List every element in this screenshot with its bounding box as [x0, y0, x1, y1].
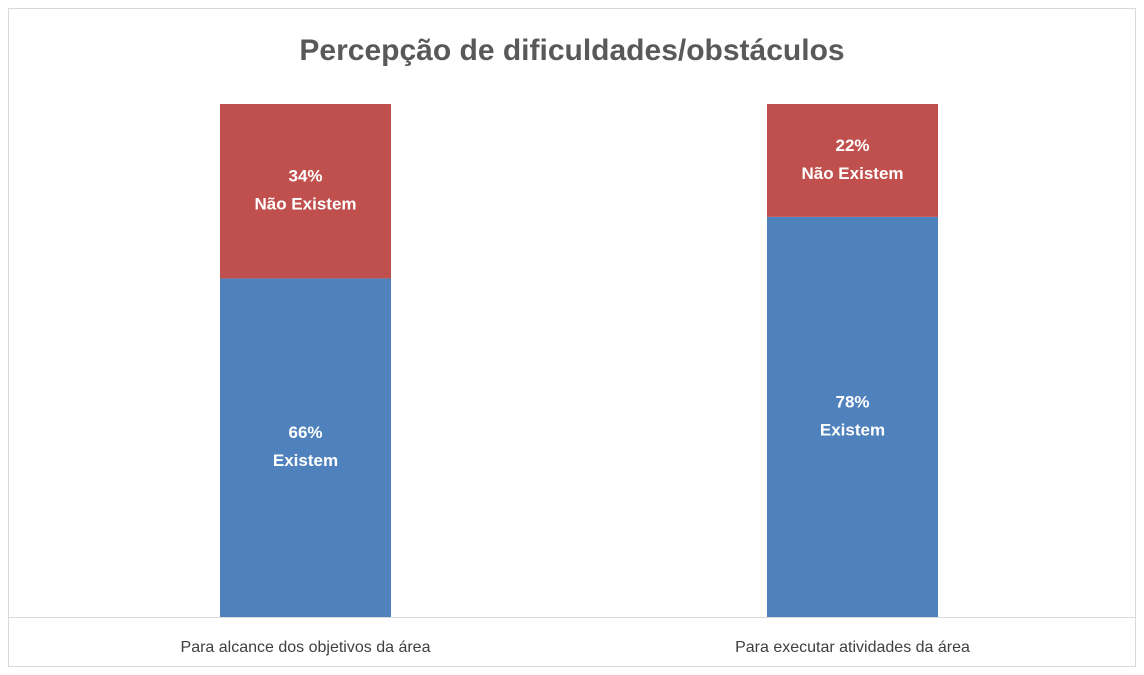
bar-segment [767, 216, 938, 618]
data-label-series: Não Existem [254, 195, 356, 214]
data-label: 66% [288, 423, 322, 442]
chart-title: Percepção de dificuldades/obstáculos [299, 34, 844, 67]
bar-segment [220, 278, 391, 617]
data-label-series: Existem [820, 420, 885, 439]
x-tick-label: Para alcance dos objetivos da área [181, 639, 431, 656]
data-label: 78% [835, 392, 869, 411]
data-label-series: Existem [273, 451, 338, 470]
x-tick-label: Para executar atividades da área [735, 639, 970, 656]
bar-segment [767, 104, 938, 217]
data-label: 22% [835, 136, 869, 155]
chart-border [8, 8, 1136, 667]
bar-segment [220, 104, 391, 279]
data-label: 34% [288, 167, 322, 186]
data-label-series: Não Existem [801, 164, 903, 183]
